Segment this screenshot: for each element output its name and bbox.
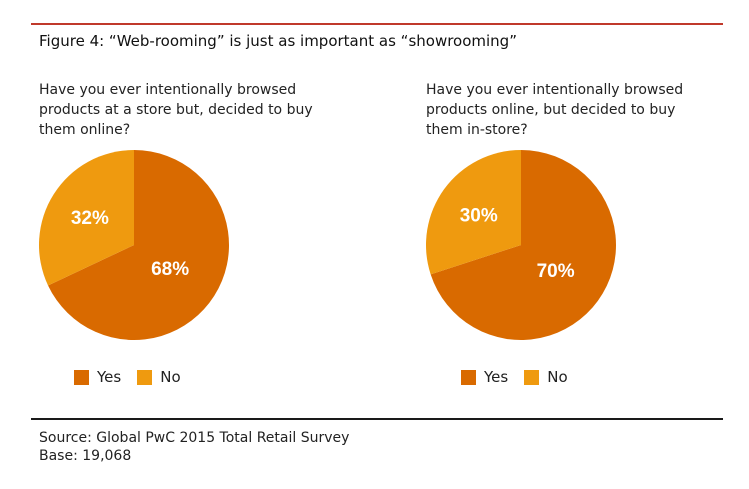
chart-2-question: Have you ever intentionally browsed prod… [426, 82, 684, 138]
chart-2-legend: Yes No [461, 368, 584, 386]
legend-item-yes: Yes [74, 368, 121, 386]
legend-label-no: No [160, 368, 181, 386]
legend-label-yes: Yes [484, 368, 509, 386]
bottom-rule [31, 418, 723, 420]
source-line: Source: Global PwC 2015 Total Retail Sur… [39, 430, 350, 446]
top-rule [31, 23, 723, 25]
legend-item-yes: Yes [461, 368, 508, 386]
pie-label-no: 32% [71, 208, 109, 229]
chart-1-legend: Yes No [74, 368, 197, 386]
pie-slice-yes [430, 150, 616, 340]
pie-chart-1: 68% 32% [38, 150, 230, 340]
legend-swatch-no [137, 369, 153, 385]
chart-1-question: Have you ever intentionally browsed prod… [39, 82, 313, 138]
pie-label-no: 30% [460, 205, 498, 226]
legend-label-no: No [547, 368, 568, 386]
legend-swatch-no [524, 369, 540, 385]
source-note: Source: Global PwC 2015 Total Retail Sur… [39, 429, 349, 465]
legend-swatch-yes [74, 369, 89, 385]
legend-item-no: No [524, 368, 568, 386]
legend-item-no: No [137, 368, 181, 386]
legend-swatch-yes [461, 369, 476, 385]
base-line: Base: 19,068 [39, 448, 132, 464]
pie-label-yes: 70% [537, 261, 575, 282]
pie-slice-no [426, 150, 521, 275]
pie-label-yes: 68% [151, 259, 189, 280]
pie-slice-yes [48, 150, 230, 340]
legend-label-yes: Yes [97, 368, 122, 386]
pie-chart-2: 70% 30% [426, 150, 616, 340]
pie-slice-no [38, 150, 135, 286]
figure-title: Figure 4: “Web-rooming” is just as impor… [39, 32, 517, 50]
